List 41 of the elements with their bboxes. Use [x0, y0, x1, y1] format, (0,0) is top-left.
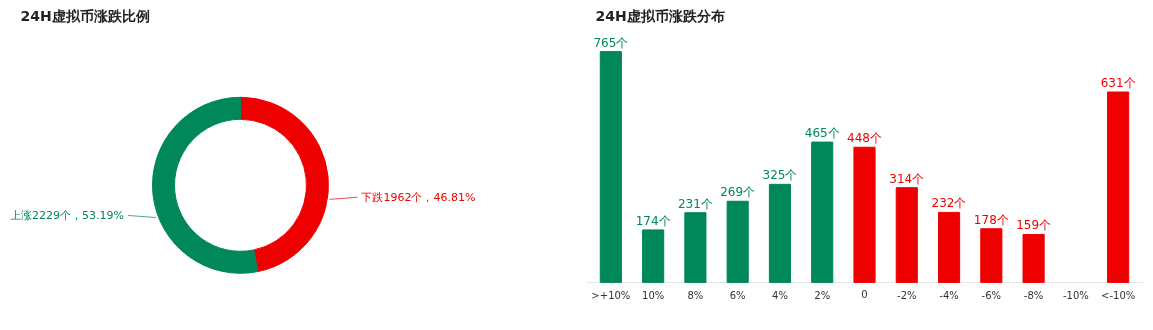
data-label: 231个	[677, 196, 713, 211]
bar	[599, 51, 622, 283]
bar	[853, 146, 876, 283]
data-label: 174个	[635, 213, 671, 228]
data-label: 325个	[762, 168, 798, 183]
data-label: 765个	[593, 35, 629, 50]
bar	[642, 229, 665, 283]
data-label: 465个	[804, 126, 840, 141]
x-tick-label: 6%	[729, 290, 746, 302]
data-label: 314个	[889, 171, 925, 186]
data-label: 159个	[1016, 218, 1052, 233]
bar	[980, 228, 1003, 283]
data-label: 232个	[931, 196, 967, 211]
x-tick-label: 4%	[772, 290, 788, 302]
x-tick-label: 10%	[642, 290, 665, 302]
bar	[937, 211, 961, 283]
x-tick-label: 8%	[687, 290, 704, 302]
x-tick-label: >+10%	[591, 290, 631, 302]
data-label: 178个	[973, 212, 1009, 227]
bar	[1022, 233, 1045, 283]
chart-title: 24H虚拟币涨跌分布	[595, 7, 725, 24]
x-tick-label: -10%	[1062, 290, 1089, 302]
x-tick-label: -8%	[1023, 290, 1044, 302]
data-label: 448个	[847, 131, 882, 146]
x-tick-label: <-10%	[1101, 290, 1136, 302]
slice-label: 上涨2229个，53.19%	[10, 208, 124, 222]
chart-title: 24H虚拟币涨跌比例	[20, 7, 150, 24]
x-tick-label: -4%	[939, 290, 959, 302]
bar	[1107, 91, 1130, 283]
x-tick-label: 2%	[814, 290, 831, 302]
bar	[726, 200, 749, 283]
bar	[811, 141, 834, 283]
x-tick-label: -6%	[981, 290, 1002, 302]
bar	[768, 183, 792, 283]
data-label: 269个	[720, 185, 756, 200]
x-tick-label: 0	[861, 289, 868, 301]
slice-label: 下跌1962个，46.81%	[361, 190, 476, 204]
bar	[684, 212, 707, 283]
x-tick-label: -2%	[897, 290, 917, 302]
data-label: 631个	[1100, 76, 1136, 91]
bar	[895, 187, 918, 283]
